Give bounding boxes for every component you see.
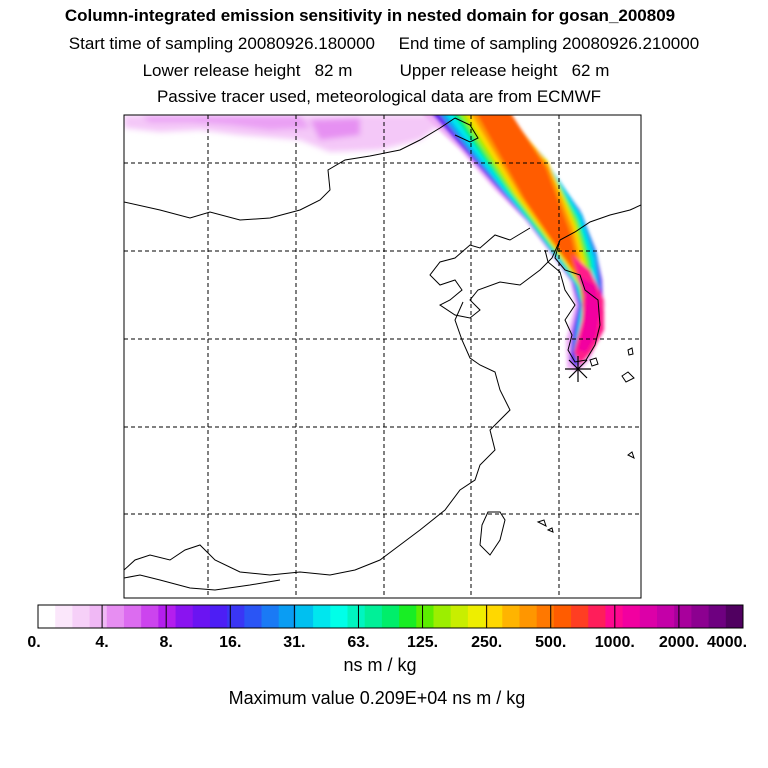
colorbar-segment	[227, 605, 245, 628]
colorbar-segment	[72, 605, 90, 628]
colorbar-frame	[37, 604, 744, 629]
colorbar-segment	[244, 605, 262, 628]
colorbar-segment	[450, 605, 469, 628]
colorbar-segment	[657, 605, 675, 628]
sensitivity-haze	[124, 115, 440, 152]
map-title: Column-integrated emission sensitivity i…	[64, 6, 676, 25]
colorbar-tick-label: 63.	[347, 634, 369, 651]
colorbar-tick-label: 500.	[535, 634, 566, 651]
maximum-value: Maximum value 0.209E+04 ns m / kg	[228, 688, 526, 708]
coastlines	[124, 117, 641, 591]
colorbar-tick-label: 1000.	[595, 634, 635, 651]
sensitivity-plume	[423, 115, 605, 372]
colorbar-segment	[622, 605, 641, 628]
colorbar-segment	[433, 605, 452, 628]
colorbar-segment	[295, 605, 314, 628]
colorbar-segment	[708, 605, 727, 628]
colorbar-segment	[106, 605, 125, 628]
release-heights: Lower release height 82 m Upper release …	[142, 61, 610, 80]
colorbar-segment	[278, 605, 297, 628]
colorbar	[37, 604, 744, 629]
colorbar-segment	[38, 605, 56, 628]
colorbar-segment	[158, 605, 176, 628]
colorbar-segment	[89, 605, 108, 628]
colorbar-segment	[209, 605, 228, 628]
colorbar-segment	[571, 605, 589, 628]
colorbar-segment	[192, 605, 211, 628]
colorbar-segment	[536, 605, 555, 628]
colorbar-tick-labels: 0. 4. 8. 16. 31. 63. 125. 250. 500. 1000. 2000. 400…	[27, 634, 747, 651]
colorbar-tick-label: 4000.	[707, 634, 747, 651]
tracer-info: Passive tracer used, meteorological data…	[156, 87, 602, 106]
colorbar-segment	[313, 605, 331, 628]
colorbar-segment	[399, 605, 417, 628]
colorbar-segment	[123, 605, 142, 628]
colorbar-segment	[261, 605, 280, 628]
colorbar-segment	[467, 605, 486, 628]
sampling-times: Start time of sampling 20080926.180000 E…	[68, 34, 700, 53]
colorbar-segment	[416, 605, 434, 628]
colorbar-tick-label: 31.	[283, 634, 305, 651]
colorbar-segment	[347, 605, 366, 628]
colorbar-segment	[725, 605, 744, 628]
lat-lon-grid	[124, 115, 641, 598]
colorbar-segment	[519, 605, 538, 628]
colorbar-segment	[502, 605, 520, 628]
receptor-star-icon	[565, 356, 591, 382]
colorbar-segment	[381, 605, 400, 628]
colorbar-segment	[674, 605, 692, 628]
map-frame	[123, 114, 642, 599]
colorbar-segment	[55, 605, 73, 628]
colorbar-segment	[588, 605, 606, 628]
colorbar-tick-label: 0.	[27, 634, 40, 651]
colorbar-segment	[691, 605, 710, 628]
colorbar-segment	[175, 605, 194, 628]
colorbar-unit: ns m / kg	[343, 655, 417, 675]
colorbar-segment	[605, 605, 624, 628]
colorbar-tick-label: 250.	[471, 634, 502, 651]
colorbar-tick-label: 125.	[407, 634, 438, 651]
colorbar-tick-label: 4.	[95, 634, 108, 651]
colorbar-segment	[639, 605, 658, 628]
colorbar-segment	[553, 605, 572, 628]
colorbar-tick-label: 8.	[160, 634, 173, 651]
colorbar-segment	[330, 605, 348, 628]
colorbar-segment	[364, 605, 383, 628]
colorbar-tick-label: 2000.	[659, 634, 699, 651]
colorbar-tick-label: 16.	[219, 634, 241, 651]
colorbar-segment	[485, 605, 503, 628]
colorbar-segment	[141, 605, 159, 628]
map-content	[124, 115, 641, 598]
